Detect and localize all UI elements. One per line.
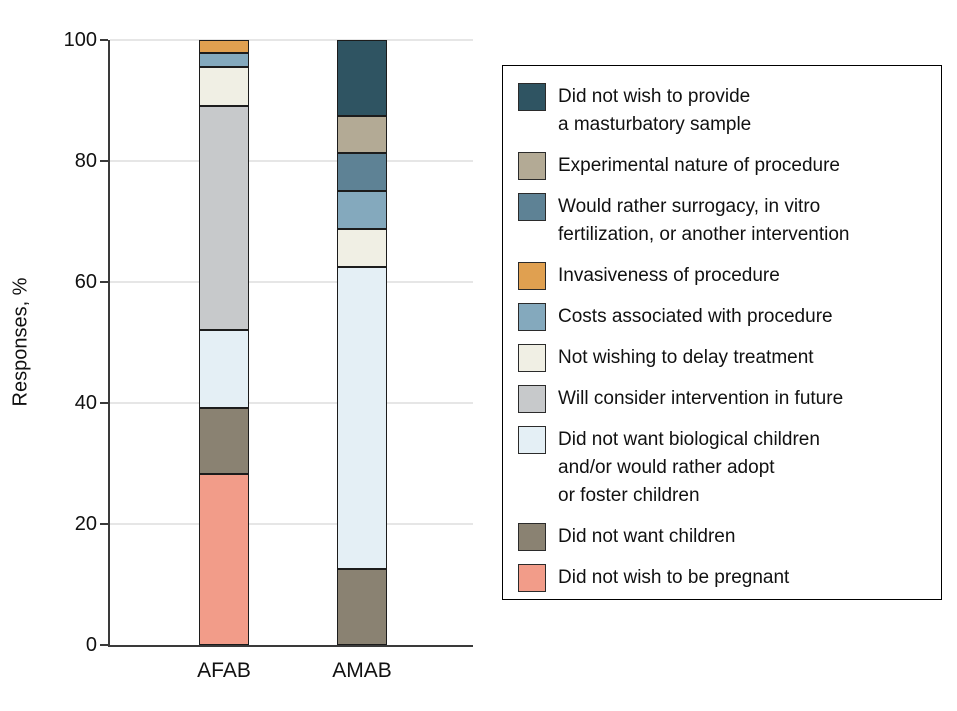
- bar-segment: [199, 66, 249, 106]
- legend-label: Did not want children: [558, 526, 736, 547]
- bar-segment: [337, 266, 387, 570]
- legend-swatch: [518, 193, 546, 221]
- bar-segment: [199, 53, 249, 67]
- legend-item: Experimental nature of procedure: [518, 152, 933, 180]
- y-axis-tick: [100, 523, 108, 525]
- legend-item: Would rather surrogacy, in vitro fertili…: [518, 193, 933, 249]
- y-axis-tick: [100, 281, 108, 283]
- legend-item: Costs associated with procedure: [518, 303, 933, 331]
- legend-item: Did not wish to be pregnant: [518, 564, 933, 592]
- legend-swatch: [518, 523, 546, 551]
- legend: Did not wish to provide a masturbatory s…: [502, 65, 942, 600]
- gridline: [110, 281, 473, 283]
- legend-label: Did not wish to provide a masturbatory s…: [558, 86, 752, 135]
- legend-label: Costs associated with procedure: [558, 306, 833, 327]
- legend-label: Experimental nature of procedure: [558, 155, 840, 176]
- legend-item: Did not want children: [518, 523, 933, 551]
- bar-segment: [337, 569, 387, 645]
- bar-segment: [199, 408, 249, 475]
- legend-swatch: [518, 344, 546, 372]
- legend-label: Would rather surrogacy, in vitro fertili…: [558, 196, 850, 245]
- legend-swatch: [518, 385, 546, 413]
- legend-swatch: [518, 262, 546, 290]
- bar-segment: [337, 191, 387, 230]
- y-axis-tick: [100, 160, 108, 162]
- bar-segment: [199, 105, 249, 330]
- x-category-label: AMAB: [332, 659, 392, 682]
- stacked-bar-amab: [337, 40, 387, 645]
- x-category-label: AFAB: [197, 659, 251, 682]
- legend-label: Did not want biological children and/or …: [558, 429, 820, 506]
- gridline: [110, 160, 473, 162]
- legend-swatch: [518, 426, 546, 454]
- legend-label: Invasiveness of procedure: [558, 265, 780, 286]
- legend-item: Did not wish to provide a masturbatory s…: [518, 83, 933, 139]
- y-tick-label: 100: [63, 29, 97, 51]
- y-axis-tick: [100, 644, 108, 646]
- legend-label: Did not wish to be pregnant: [558, 567, 790, 588]
- gridline: [110, 523, 473, 525]
- legend-swatch: [518, 83, 546, 111]
- legend-item: Not wishing to delay treatment: [518, 344, 933, 372]
- bar-segment: [199, 329, 249, 409]
- y-axis-tick: [100, 39, 108, 41]
- bar-segment: [337, 153, 387, 192]
- legend-label: Not wishing to delay treatment: [558, 347, 814, 368]
- y-axis-title: Responses, %: [9, 277, 32, 407]
- legend-item: Invasiveness of procedure: [518, 262, 933, 290]
- stacked-bar-afab: [199, 40, 249, 645]
- bar-segment: [337, 40, 387, 116]
- gridline: [110, 402, 473, 404]
- bar-segment: [337, 229, 387, 267]
- legend-item: Did not want biological children and/or …: [518, 426, 933, 510]
- y-axis-tick: [100, 402, 108, 404]
- y-tick-label: 60: [74, 271, 97, 293]
- plot-area: 0 20 40 60 80 100 AFAB AMAB: [64, 30, 473, 682]
- bar-segment: [337, 115, 387, 154]
- legend-label: Will consider intervention in future: [558, 388, 844, 409]
- legend-item: Will consider intervention in future: [518, 385, 933, 413]
- bar-segment: [199, 40, 249, 54]
- legend-swatch: [518, 152, 546, 180]
- y-tick-label: 40: [74, 392, 97, 414]
- legend-swatch: [518, 564, 546, 592]
- y-tick-label: 20: [74, 513, 97, 535]
- y-tick-label: 0: [85, 634, 97, 656]
- y-tick-label: 80: [74, 150, 97, 172]
- bar-segment: [199, 474, 249, 645]
- gridline: [110, 39, 473, 41]
- legend-swatch: [518, 303, 546, 331]
